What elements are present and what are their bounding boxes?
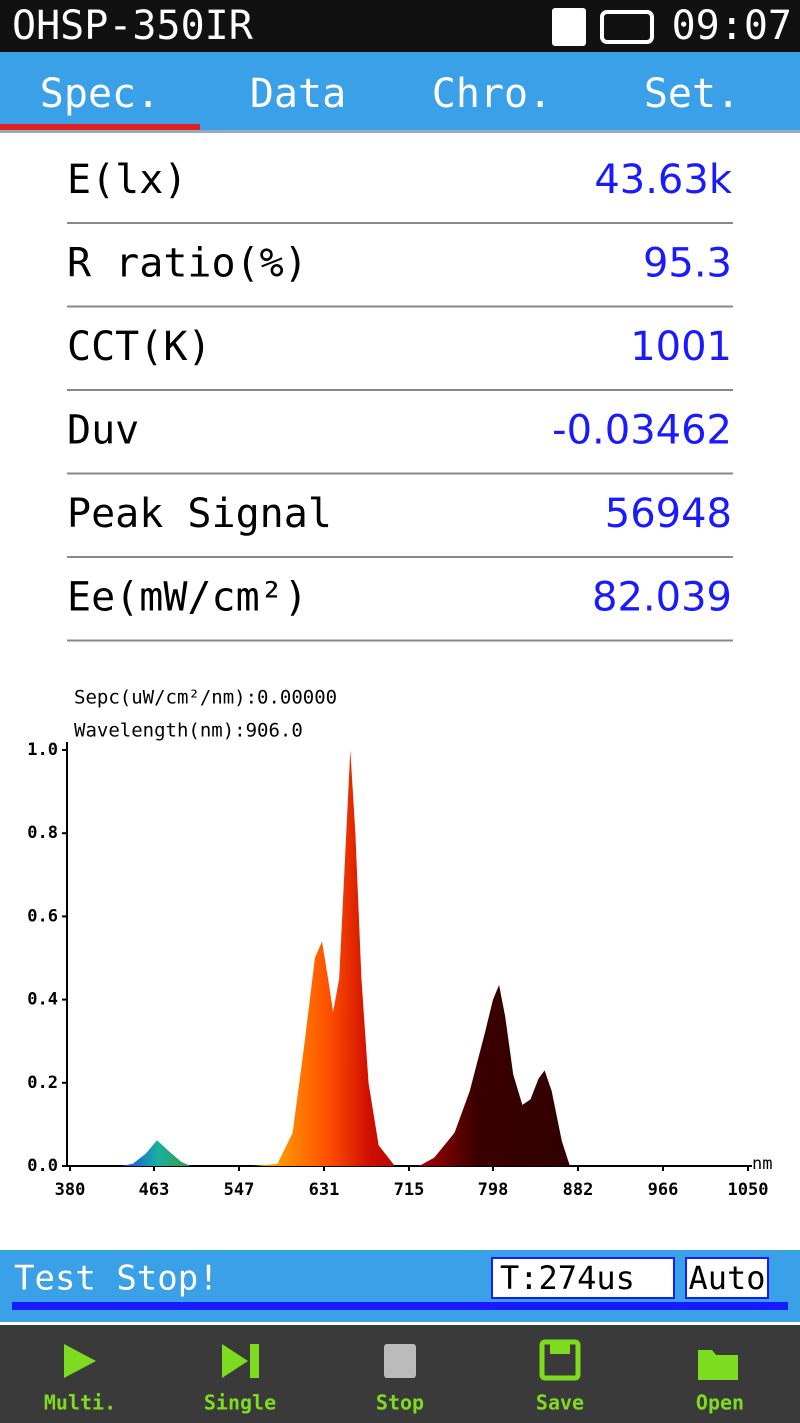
save-icon[interactable] [539, 1339, 581, 1381]
annotation: Sepc(uW/cm²/nm):0.00000 [74, 687, 337, 709]
reading-value: 43.63k [594, 157, 733, 203]
x-tick-label: 631 [309, 1180, 340, 1200]
single-icon[interactable] [222, 1344, 248, 1378]
reading-value: -0.03462 [552, 408, 732, 454]
tab[interactable]: Chro. [432, 71, 552, 117]
clock: 09:07 [672, 3, 792, 49]
annotation: Wavelength(nm):906.0 [74, 720, 303, 742]
x-tick-label: 547 [224, 1180, 255, 1200]
tab[interactable]: Data [250, 71, 346, 117]
row-divider [67, 222, 733, 224]
open-icon[interactable] [698, 1350, 738, 1380]
row-divider [67, 389, 733, 391]
x-tick-label: 882 [563, 1180, 594, 1200]
reading-value: 1001 [630, 324, 732, 370]
save-icon-slot[interactable] [550, 1344, 570, 1354]
single-icon-bar[interactable] [250, 1344, 259, 1378]
status-bar [0, 0, 800, 52]
y-tick-label: 0.4 [27, 990, 58, 1010]
x-tick-label: 1050 [728, 1180, 769, 1200]
reading-label: Duv [67, 408, 139, 454]
reading-value: 82.039 [592, 575, 732, 621]
reading-label: E(lx) [67, 157, 187, 203]
tool-label: Open [696, 1391, 744, 1415]
sd-icon [552, 8, 586, 46]
x-tick-label: 380 [55, 1180, 86, 1200]
time-box [491, 1257, 675, 1299]
tool-label: Save [536, 1391, 584, 1415]
mode-box [685, 1257, 769, 1299]
tool-label: Multi. [44, 1391, 116, 1415]
tool-label: Stop [376, 1391, 424, 1415]
x-tick-label: 463 [139, 1180, 170, 1200]
tab-border [0, 130, 800, 133]
reading-label: Peak Signal [67, 491, 332, 537]
x-tick-label: 966 [648, 1180, 679, 1200]
y-tick-label: 0.2 [27, 1073, 58, 1093]
row-divider [67, 305, 733, 308]
tab-underline [0, 124, 200, 130]
reading-label: Ee(mW/cm²) [67, 575, 308, 621]
mode: Auto [688, 1259, 765, 1297]
tab-bar [0, 52, 800, 130]
y-tick-label: 0.6 [27, 906, 58, 926]
tool-label: Single [204, 1391, 276, 1415]
reading-label: R ratio(%) [67, 241, 308, 287]
tab[interactable]: Spec. [40, 71, 160, 117]
reading-value: 95.3 [643, 241, 732, 287]
tab[interactable]: Set. [644, 71, 740, 117]
x-axis-label: nm [752, 1154, 772, 1174]
reading-value: 56948 [605, 491, 732, 537]
y-tick-label: 0.8 [27, 823, 58, 843]
x-tick-label: 798 [478, 1180, 509, 1200]
play-icon[interactable] [64, 1344, 96, 1378]
row-divider [67, 472, 733, 475]
stop-icon[interactable] [384, 1344, 416, 1378]
x-tick-label: 715 [394, 1180, 425, 1200]
battery-icon [600, 10, 654, 44]
row-divider [67, 556, 733, 558]
y-tick-label: 0.0 [27, 1156, 58, 1176]
status-message: Test Stop! [14, 1259, 219, 1299]
progress-bar [12, 1302, 788, 1310]
integration-time: T:274us [500, 1259, 635, 1297]
reading-label: CCT(K) [67, 324, 212, 370]
y-tick-label: 1.0 [27, 740, 58, 760]
device-name: OHSP-350IR [12, 3, 254, 49]
row-divider [67, 639, 733, 642]
